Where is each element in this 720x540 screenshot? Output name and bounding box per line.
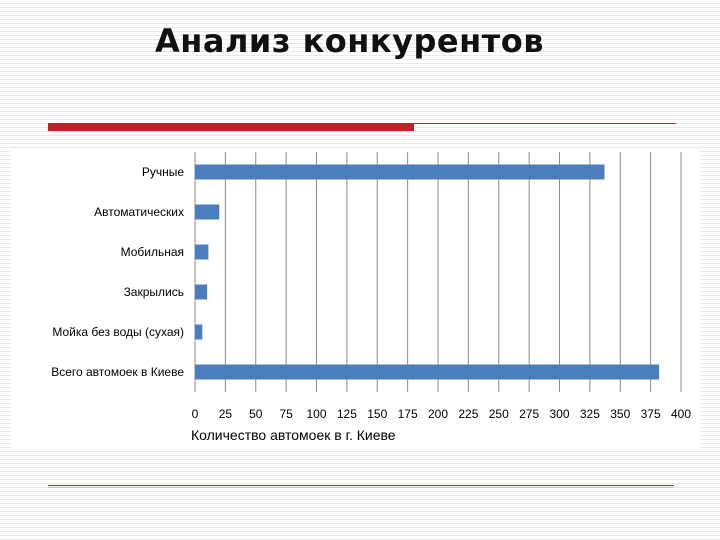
x-tick-labels: 0 25 50 75 100 125 150 175 200 225 250 275 300 325 350…	[192, 407, 692, 421]
bottom-rule	[48, 485, 674, 486]
x-tick-label: 325	[580, 407, 600, 421]
x-tick-label: 125	[337, 407, 357, 421]
x-tick-label: 75	[279, 407, 293, 421]
bar-2	[195, 204, 220, 220]
x-tick-label: 150	[367, 407, 387, 421]
x-tick-label: 300	[549, 407, 569, 421]
x-tick-label: 400	[671, 407, 691, 421]
x-tick-label: 275	[519, 407, 539, 421]
category-label: Автоматических	[94, 205, 184, 219]
category-label: Закрылись	[124, 285, 184, 299]
x-tick-label: 225	[458, 407, 478, 421]
category-label: Всего автомоек в Киеве	[51, 365, 184, 379]
x-tick-label: 350	[610, 407, 630, 421]
x-tick-label: 50	[249, 407, 263, 421]
bar-1	[195, 164, 605, 180]
chart-panel: Ручные Автоматических Мобильная Закрылись Мо…	[10, 150, 700, 450]
x-axis-title: Количество автомоек в г. Киеве	[191, 427, 396, 443]
category-labels: Ручные Автоматических Мобильная Закрылись Мо…	[51, 165, 184, 379]
x-tick-label: 375	[641, 407, 661, 421]
x-tick-label: 100	[306, 407, 326, 421]
title-accent-line	[414, 123, 676, 124]
slide-title: Анализ конкурентов	[155, 22, 544, 60]
x-tick-label: 200	[428, 407, 448, 421]
category-label: Мойка без воды (сухая)	[52, 325, 184, 339]
bar-chart: Ручные Автоматических Мобильная Закрылись Мо…	[51, 152, 692, 443]
bar-3	[195, 244, 209, 260]
bar-5	[195, 324, 203, 340]
title-accent-bar	[48, 123, 414, 131]
bottom-rule-shadow	[48, 487, 674, 488]
x-tick-label: 0	[192, 407, 199, 421]
x-tick-label: 175	[398, 407, 418, 421]
bars	[195, 164, 660, 380]
bar-6	[195, 364, 660, 380]
gridlines	[194, 152, 682, 392]
bar-4	[195, 284, 208, 300]
category-label: Ручные	[142, 165, 185, 179]
x-tick-label: 250	[489, 407, 509, 421]
category-label: Мобильная	[121, 245, 184, 259]
x-tick-label: 25	[219, 407, 233, 421]
